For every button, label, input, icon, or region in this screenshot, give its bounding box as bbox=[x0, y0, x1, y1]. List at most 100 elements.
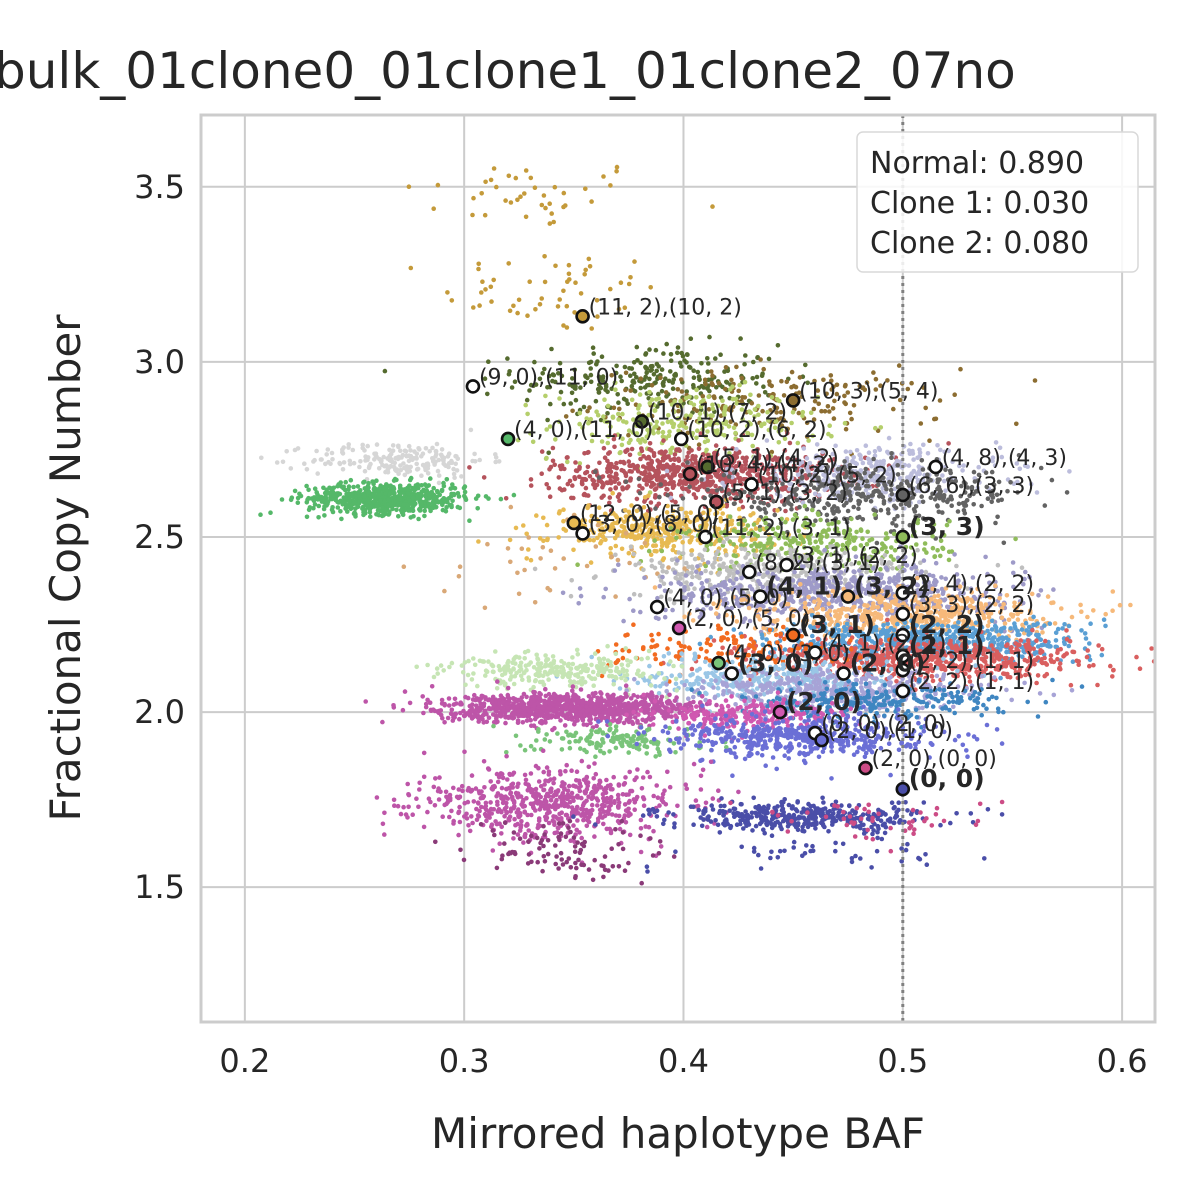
scatter-point bbox=[932, 554, 937, 560]
scatter-point bbox=[321, 485, 326, 491]
scatter-point bbox=[711, 564, 716, 570]
scatter-point bbox=[734, 364, 739, 370]
scatter-point bbox=[599, 377, 604, 382]
scatter-point bbox=[718, 352, 723, 358]
scatter-point bbox=[723, 365, 729, 370]
scatter-point bbox=[338, 509, 343, 514]
scatter-point bbox=[412, 449, 417, 454]
scatter-point bbox=[800, 413, 805, 419]
scatter-point bbox=[414, 467, 420, 472]
scatter-point bbox=[696, 446, 702, 452]
scatter-point bbox=[540, 545, 546, 550]
scatter-point bbox=[589, 199, 594, 204]
scatter-point bbox=[619, 467, 624, 473]
scatter-point bbox=[989, 499, 994, 505]
scatter-point bbox=[651, 372, 657, 377]
scatter-point bbox=[917, 447, 922, 452]
scatter-point bbox=[671, 409, 677, 415]
scatter-point bbox=[362, 468, 368, 474]
scatter-point bbox=[646, 456, 652, 461]
scatter-point bbox=[444, 477, 450, 482]
scatter-point bbox=[485, 541, 490, 547]
scatter-point bbox=[641, 454, 646, 459]
scatter-point bbox=[544, 482, 549, 487]
scatter-point bbox=[476, 539, 481, 544]
scatter-point bbox=[547, 384, 553, 390]
scatter-point bbox=[639, 545, 644, 550]
scatter-point bbox=[949, 503, 954, 509]
scatter-point bbox=[832, 398, 837, 404]
scatter-point bbox=[727, 578, 733, 583]
scatter-point bbox=[304, 467, 310, 472]
scatter-point bbox=[610, 490, 615, 496]
scatter-point bbox=[441, 483, 447, 489]
scatter-point bbox=[471, 195, 476, 201]
scatter-point bbox=[710, 406, 716, 412]
scatter-point bbox=[862, 387, 868, 393]
scatter-point bbox=[343, 479, 349, 485]
scatter-point bbox=[505, 546, 511, 551]
scatter-point bbox=[652, 548, 657, 554]
scatter-point bbox=[731, 563, 737, 569]
scatter-point bbox=[714, 488, 720, 493]
scatter-point bbox=[462, 489, 468, 495]
scatter-point bbox=[612, 568, 618, 573]
scatter-point bbox=[593, 469, 598, 475]
scatter-point bbox=[676, 458, 682, 464]
scatter-point bbox=[370, 479, 375, 484]
scatter-point bbox=[470, 212, 475, 218]
scatter-point bbox=[842, 384, 848, 389]
scatter-point bbox=[601, 445, 607, 451]
scatter-point bbox=[651, 543, 656, 548]
scatter-point bbox=[676, 580, 681, 585]
scatter-point bbox=[319, 499, 325, 504]
scatter-point bbox=[766, 427, 772, 433]
scatter-point bbox=[885, 378, 890, 383]
scatter-point bbox=[457, 505, 463, 511]
scatter-point bbox=[634, 375, 639, 380]
scatter-point bbox=[619, 546, 625, 552]
scatter-point bbox=[449, 298, 455, 303]
scatter-point bbox=[593, 398, 599, 404]
scatter-point bbox=[739, 399, 744, 404]
scatter-point bbox=[871, 370, 876, 375]
scatter-point bbox=[588, 366, 593, 371]
scatter-point bbox=[1049, 477, 1055, 483]
scatter-point bbox=[280, 459, 286, 465]
scatter-point bbox=[387, 509, 392, 514]
scatter-point bbox=[796, 410, 802, 416]
scatter-point bbox=[397, 496, 403, 502]
scatter-point bbox=[927, 438, 932, 444]
scatter-point bbox=[691, 368, 696, 374]
scatter-point bbox=[376, 466, 382, 471]
scatter-point bbox=[423, 467, 428, 473]
scatter-point bbox=[618, 280, 624, 286]
scatter-point bbox=[704, 447, 709, 453]
scatter-point bbox=[483, 287, 488, 292]
scatter-point bbox=[614, 460, 619, 466]
scatter-point bbox=[292, 488, 298, 494]
scatter-point bbox=[921, 558, 927, 563]
scatter-point bbox=[758, 541, 763, 547]
scatter-point bbox=[607, 495, 613, 500]
scatter-point bbox=[635, 469, 641, 474]
scatter-point bbox=[632, 259, 637, 264]
scatter-point bbox=[561, 190, 567, 196]
scatter-point bbox=[503, 496, 509, 501]
scatter-point bbox=[564, 325, 570, 330]
scatter-point bbox=[620, 411, 625, 417]
scatter-point bbox=[330, 457, 335, 462]
scatter-point bbox=[923, 405, 928, 411]
scatter-point bbox=[631, 608, 636, 613]
scatter-point bbox=[360, 504, 366, 510]
scatter-point bbox=[730, 404, 736, 410]
scatter-point bbox=[677, 360, 683, 366]
scatter-point bbox=[754, 381, 759, 386]
scatter-point bbox=[925, 451, 931, 456]
scatter-point bbox=[890, 521, 895, 526]
scatter-point bbox=[745, 552, 750, 557]
scatter-point bbox=[913, 504, 919, 509]
scatter-point bbox=[298, 493, 304, 499]
scatter-point bbox=[647, 447, 652, 452]
scatter-point bbox=[772, 425, 778, 431]
